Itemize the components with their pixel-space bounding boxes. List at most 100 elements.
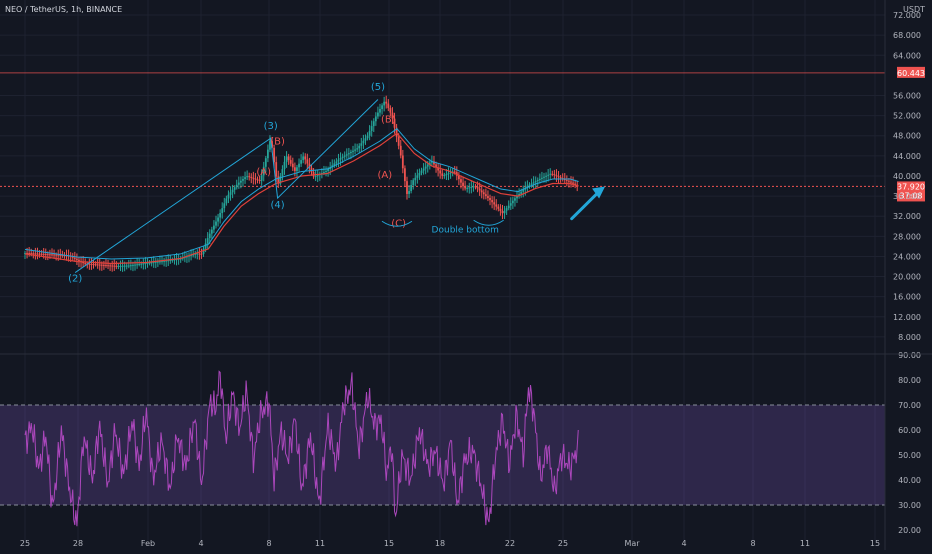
candle-body — [129, 265, 132, 267]
candle-body — [123, 265, 126, 267]
candle-body — [134, 264, 136, 266]
wave-label: (5) — [371, 82, 385, 93]
candle-body — [121, 265, 124, 267]
candle-body — [447, 173, 450, 175]
candle-body — [61, 254, 64, 256]
candle-body — [84, 263, 87, 265]
candle-body — [98, 264, 101, 266]
correction-label: (C) — [391, 218, 406, 229]
candle-body — [156, 261, 159, 263]
candle-body — [252, 177, 255, 179]
candle-body — [460, 179, 462, 183]
candle-body — [28, 253, 31, 255]
candle-body — [217, 217, 219, 222]
candle-body — [526, 185, 529, 188]
wave-label: (2) — [68, 274, 82, 285]
candle-body — [374, 116, 377, 122]
candle-body — [171, 259, 174, 261]
price-tick-label: 36.000 — [893, 192, 921, 201]
candle-body — [163, 260, 165, 262]
candle-body — [449, 172, 452, 174]
x-tick-label: 15 — [870, 539, 880, 548]
candle-body — [248, 176, 251, 178]
candle-body — [42, 253, 45, 255]
candle-body — [426, 164, 429, 167]
candle-body — [283, 161, 286, 170]
candle-body — [144, 263, 147, 265]
candle-body — [148, 262, 151, 264]
candle-body — [90, 263, 93, 265]
resistance-price-tag — [897, 66, 925, 78]
candle-body — [497, 206, 500, 209]
candle-body — [51, 254, 53, 256]
price-tick-label: 44.000 — [893, 152, 921, 161]
candle-body — [543, 176, 545, 178]
candle-body — [507, 205, 510, 209]
candle-body — [150, 262, 153, 264]
candle-body — [152, 262, 155, 264]
price-unit: USDT — [903, 5, 925, 14]
candle-body — [275, 162, 278, 177]
price-tick-label: 72.000 — [893, 11, 921, 20]
candle-body — [568, 180, 570, 182]
candle-body — [381, 105, 383, 109]
candle-body — [115, 265, 118, 267]
candle-body — [352, 150, 354, 152]
candle-body — [491, 200, 493, 203]
correction-label: (B) — [381, 115, 396, 126]
candle-body — [333, 163, 336, 166]
candle-body — [215, 221, 217, 226]
candle-body — [34, 253, 37, 255]
candle-body — [173, 259, 176, 261]
candle-body — [360, 143, 363, 146]
candle-body — [38, 253, 41, 255]
price-tick-label: 12.000 — [893, 313, 921, 322]
candle-body — [572, 182, 574, 184]
candle-body — [202, 248, 205, 254]
price-tick-label: 16.000 — [893, 293, 921, 302]
candle-body — [387, 103, 390, 109]
candle-body — [565, 179, 568, 181]
symbol-title: NEO / TetherUS, 1h, BINANCE — [5, 5, 122, 14]
candle-body — [194, 253, 197, 255]
x-tick-label: 28 — [73, 539, 83, 548]
projection-arrowhead — [592, 186, 606, 199]
price-tick-label: 64.000 — [893, 51, 921, 60]
candle-body — [408, 191, 410, 194]
candle-body — [503, 210, 506, 214]
candle-body — [499, 208, 502, 212]
candle-body — [489, 197, 491, 201]
price-tick-label: 48.000 — [893, 132, 921, 141]
candle-body — [397, 136, 400, 146]
wave-label: (4) — [270, 200, 284, 211]
correction-label: (B) — [270, 136, 285, 147]
candle-body — [464, 186, 467, 189]
candle-body — [370, 126, 373, 131]
candle-body — [186, 256, 188, 258]
candle-body — [536, 179, 539, 182]
candle-body — [32, 253, 35, 255]
candle-body — [308, 163, 311, 168]
candle-body — [266, 149, 269, 159]
candle-body — [474, 186, 477, 188]
candle-body — [293, 167, 296, 171]
candle-body — [302, 156, 305, 161]
candle-body — [495, 204, 498, 207]
candle-body — [453, 171, 456, 173]
x-tick-label: 15 — [384, 539, 394, 548]
candle-body — [107, 265, 109, 267]
candle-body — [296, 167, 298, 171]
candle-body — [200, 253, 203, 255]
candle-body — [298, 163, 300, 168]
candle-body — [522, 189, 525, 192]
candle-body — [428, 162, 431, 165]
candle-body — [78, 259, 80, 261]
candle-body — [188, 255, 190, 257]
candle-body — [339, 157, 342, 160]
x-tick-label: 25 — [558, 539, 568, 548]
candle-body — [538, 178, 541, 180]
